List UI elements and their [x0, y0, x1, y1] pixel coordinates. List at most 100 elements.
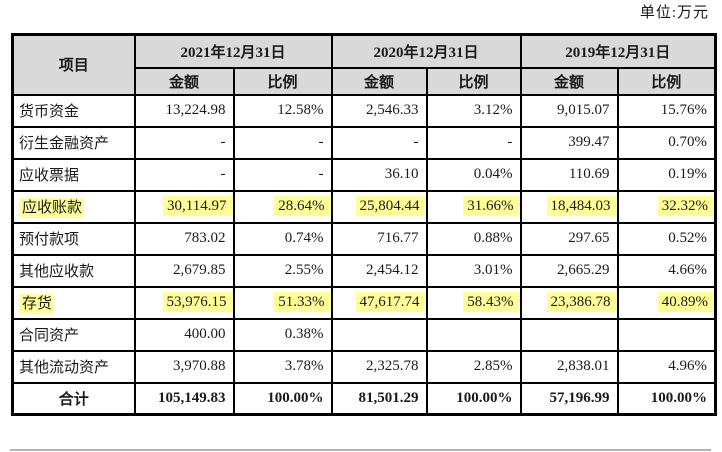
table-cell: 400.00: [133, 317, 235, 352]
table-cell: 4.96%: [616, 349, 717, 384]
table-cell: 47,617.74: [330, 285, 428, 320]
unit-label: 单位:万元: [639, 5, 709, 21]
table-cell: -: [425, 125, 522, 160]
subheader-ratio-2021: 比例: [232, 66, 333, 96]
table-cell: 100.00%: [425, 381, 522, 416]
table-row: 存货 53,976.15 51.33% 47,617.74 58.43% 23,386.7…: [11, 285, 717, 320]
table-cell: 25,804.44: [330, 189, 428, 224]
table-cell: 81,501.29: [330, 381, 428, 416]
highlighted-value: 23,386.78: [546, 292, 616, 312]
table-cell: 36.10: [330, 157, 428, 192]
table-cell: 2,454.12: [330, 253, 428, 288]
row-label: 其他流动资产: [11, 349, 136, 384]
table-cell: 30,114.97: [133, 189, 235, 224]
table-cell: 0.52%: [616, 221, 717, 256]
table-cell: -: [133, 125, 235, 160]
table-cell: 4.66%: [616, 253, 717, 288]
row-label: 其他应收款: [11, 253, 136, 288]
table-cell: 18,484.03: [519, 189, 619, 224]
subheader-amount-2021: 金额: [133, 66, 235, 96]
table-cell: 2,325.78: [330, 349, 428, 384]
subheader-ratio-2019: 比例: [616, 66, 717, 96]
table-cell: [616, 317, 717, 352]
highlighted-value: 58.43%: [463, 292, 519, 312]
table-row: 预付款项 783.02 0.74% 716.77 0.88% 297.65 0.52%: [11, 221, 717, 256]
table-row: 衍生金融资产 - - - -399.47 0.70%: [11, 125, 717, 160]
table-cell: 100.00%: [616, 381, 717, 416]
table-cell: 0.74%: [232, 221, 333, 256]
highlighted-value: 31.66%: [463, 196, 519, 216]
highlighted-value: 25,804.44: [355, 196, 425, 216]
highlighted-value: 18,484.03: [546, 196, 616, 216]
table-cell: 3.01%: [425, 253, 522, 288]
subheader-amount-2020: 金额: [330, 66, 428, 96]
table-row: 合计 105,149.83 100.00% 81,501.29 100.00% 57,19…: [11, 381, 717, 416]
highlighted-text: 应收账款: [19, 198, 85, 218]
table-cell: -: [232, 157, 333, 192]
row-label: 货币资金: [11, 93, 136, 128]
table-cell: 12.58%: [232, 93, 333, 128]
table-cell: 2,679.85: [133, 253, 235, 288]
current-assets-table: 项目 2021年12月31日 2020年12月31日 2019年12月31日 金…: [11, 33, 718, 416]
table-cell: 2.55%: [232, 253, 333, 288]
table-cell: [330, 317, 428, 352]
table-cell: 2,665.29: [519, 253, 619, 288]
table-cell: 32.32%: [616, 189, 717, 224]
table-cell: 51.33%: [232, 285, 333, 320]
highlighted-value: 28.64%: [274, 196, 330, 216]
table-cell: 15.76%: [616, 93, 717, 128]
column-header-date-2019: 2019年12月31日: [519, 33, 717, 69]
highlighted-text: 存货: [19, 294, 55, 314]
table-cell: 57,196.99: [519, 381, 619, 416]
table-cell: 31.66%: [425, 189, 522, 224]
highlighted-value: 47,617.74: [355, 292, 425, 312]
table-cell: 100.00%: [232, 381, 333, 416]
table-cell: 716.77: [330, 221, 428, 256]
table-cell: 40.89%: [616, 285, 717, 320]
table-cell: 399.47: [519, 125, 619, 160]
table-cell: 2,546.33: [330, 93, 428, 128]
table-cell: 9,015.07: [519, 93, 619, 128]
table-cell: 2,838.01: [519, 349, 619, 384]
row-label: 应收账款: [11, 189, 136, 224]
column-header-date-2020: 2020年12月31日: [330, 33, 522, 69]
table-cell: 110.69: [519, 157, 619, 192]
table-cell: 105,149.83: [133, 381, 235, 416]
table-cell: 23,386.78: [519, 285, 619, 320]
table-cell: 297.65: [519, 221, 619, 256]
table-cell: 0.38%: [232, 317, 333, 352]
table-cell: 3.12%: [425, 93, 522, 128]
highlighted-value: 53,976.15: [162, 292, 232, 312]
table-cell: 0.70%: [616, 125, 717, 160]
table-cell: 28.64%: [232, 189, 333, 224]
table-header: 项目 2021年12月31日 2020年12月31日 2019年12月31日 金…: [11, 33, 717, 96]
table-row: 应收票据 - -36.10 0.04% 110.69 0.19%: [11, 157, 717, 192]
row-label: 存货: [11, 285, 136, 320]
column-header-date-2021: 2021年12月31日: [133, 33, 333, 69]
table-row: 其他应收款 2,679.85 2.55% 2,454.12 3.01% 2,665.29 4…: [11, 253, 717, 288]
table-cell: [425, 317, 522, 352]
subheader-ratio-2020: 比例: [425, 66, 522, 96]
row-label: 合计: [11, 381, 136, 416]
table-cell: -: [232, 125, 333, 160]
table-cell: 3,970.88: [133, 349, 235, 384]
table-cell: -: [330, 125, 428, 160]
table-row: 合同资产 400.00 0.38%: [11, 317, 717, 352]
table-body: 货币资金 13,224.98 12.58% 2,546.33 3.12% 9,015.07…: [11, 93, 717, 416]
row-label: 预付款项: [11, 221, 136, 256]
table-row: 货币资金 13,224.98 12.58% 2,546.33 3.12% 9,015.07…: [11, 93, 717, 128]
table-cell: 13,224.98: [133, 93, 235, 128]
highlighted-value: 32.32%: [657, 196, 714, 216]
table-cell: 58.43%: [425, 285, 522, 320]
table-row: 其他流动资产 3,970.88 3.78% 2,325.78 2.85% 2,838.01…: [11, 349, 717, 384]
column-header-item: 项目: [11, 33, 136, 96]
table-cell: 3.78%: [232, 349, 333, 384]
table-cell: -: [133, 157, 235, 192]
highlighted-value: 40.89%: [657, 292, 714, 312]
table-cell: 0.19%: [616, 157, 717, 192]
table-cell: [519, 317, 619, 352]
table-row: 应收账款 30,114.97 28.64% 25,804.44 31.66% 18,484…: [11, 189, 717, 224]
table-cell: 0.04%: [425, 157, 522, 192]
row-label: 合同资产: [11, 317, 136, 352]
table-cell: 0.88%: [425, 221, 522, 256]
